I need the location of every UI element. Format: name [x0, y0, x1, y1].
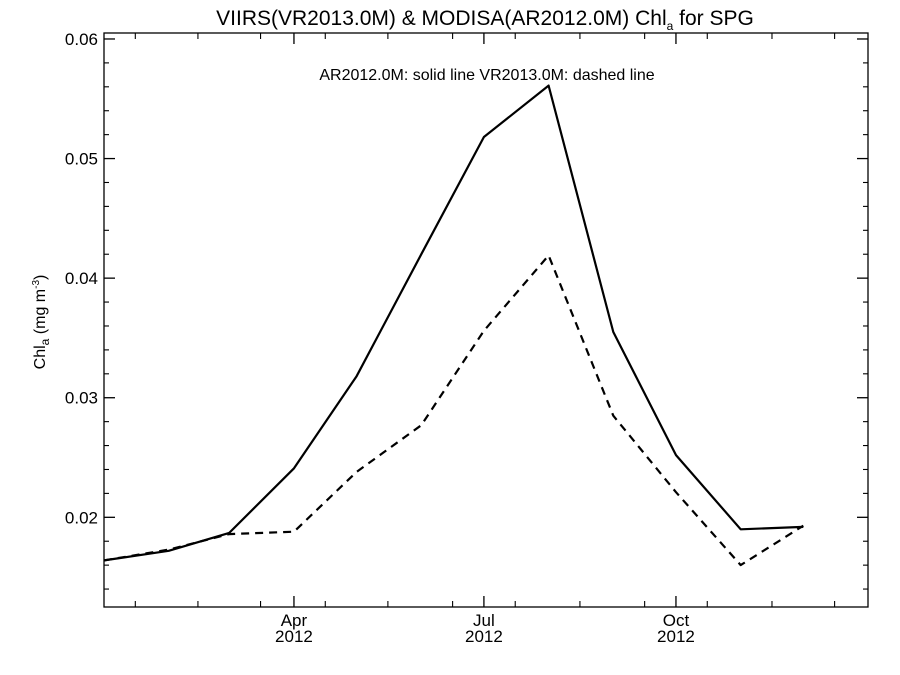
series-line-dashed	[103, 254, 804, 567]
y-tick-label: 0.03	[65, 389, 98, 408]
y-axis-label: Chla (mg m-3)	[31, 275, 52, 370]
x-tick-month-label: Jul	[473, 611, 495, 630]
y-tick-label: 0.06	[65, 30, 98, 49]
chart-title: VIIRS(VR2013.0M) & MODISA(AR2012.0M) Chl…	[216, 7, 754, 33]
y-axis: 0.02 0.03 0.04 0.05 0.06	[65, 30, 868, 590]
series-lines	[103, 84, 804, 567]
x-tick-month-label: Oct	[663, 611, 690, 630]
line-style-annotation: AR2012.0M: solid line VR2013.0M: dashed …	[319, 67, 654, 84]
x-tick-year-label: 2012	[657, 627, 695, 646]
y-tick-label: 0.02	[65, 508, 98, 527]
x-tick-month-label: Apr	[281, 611, 308, 630]
y-tick-label: 0.04	[65, 269, 98, 288]
x-tick-year-label: 2012	[465, 627, 503, 646]
series-line-solid	[103, 84, 804, 562]
y-tick-label: 0.05	[65, 150, 98, 169]
plot-frame	[103, 32, 869, 608]
x-tick-year-label: 2012	[275, 627, 313, 646]
